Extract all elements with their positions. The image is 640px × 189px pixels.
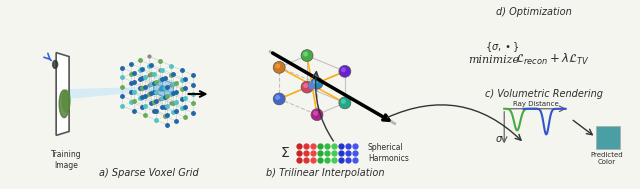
Text: Training
Image: Training Image xyxy=(51,150,81,170)
Circle shape xyxy=(313,79,318,84)
Polygon shape xyxy=(154,83,164,97)
Text: d) Optimization: d) Optimization xyxy=(496,7,572,17)
Polygon shape xyxy=(154,79,173,88)
Text: Spherical
Harmonics: Spherical Harmonics xyxy=(368,143,409,163)
Polygon shape xyxy=(154,79,163,92)
Polygon shape xyxy=(163,79,173,93)
Text: c) Volumetric Rendering: c) Volumetric Rendering xyxy=(485,89,603,99)
Text: $\mathcal{L}_{recon} + \lambda\mathcal{L}_{TV}$: $\mathcal{L}_{recon} + \lambda\mathcal{L… xyxy=(515,52,589,67)
Circle shape xyxy=(273,93,285,105)
Circle shape xyxy=(339,65,351,77)
Circle shape xyxy=(273,61,285,73)
Circle shape xyxy=(275,95,280,100)
Circle shape xyxy=(313,111,318,116)
Ellipse shape xyxy=(59,90,69,118)
Circle shape xyxy=(303,52,308,57)
Text: σ: σ xyxy=(496,134,502,144)
Polygon shape xyxy=(56,53,69,135)
Text: $\Sigma$: $\Sigma$ xyxy=(280,146,290,160)
Text: b) Trilinear Interpolation: b) Trilinear Interpolation xyxy=(266,168,384,178)
Ellipse shape xyxy=(52,60,58,68)
Polygon shape xyxy=(164,84,173,97)
Circle shape xyxy=(339,97,351,109)
Circle shape xyxy=(275,64,280,68)
Text: $\{\sigma, \bullet\}$: $\{\sigma, \bullet\}$ xyxy=(485,40,520,54)
Circle shape xyxy=(311,109,323,121)
Text: Predicted
Color: Predicted Color xyxy=(591,152,623,165)
Circle shape xyxy=(341,99,346,104)
Ellipse shape xyxy=(62,90,70,112)
Circle shape xyxy=(311,77,323,89)
Circle shape xyxy=(301,50,313,61)
Circle shape xyxy=(301,81,313,93)
Text: a) Sparse Voxel Grid: a) Sparse Voxel Grid xyxy=(99,168,198,178)
FancyBboxPatch shape xyxy=(596,125,620,149)
Circle shape xyxy=(341,67,346,72)
Circle shape xyxy=(303,83,308,88)
Text: Ray Distance: Ray Distance xyxy=(513,101,559,107)
Polygon shape xyxy=(69,87,157,99)
Polygon shape xyxy=(154,88,173,97)
Text: minimize: minimize xyxy=(468,54,520,64)
